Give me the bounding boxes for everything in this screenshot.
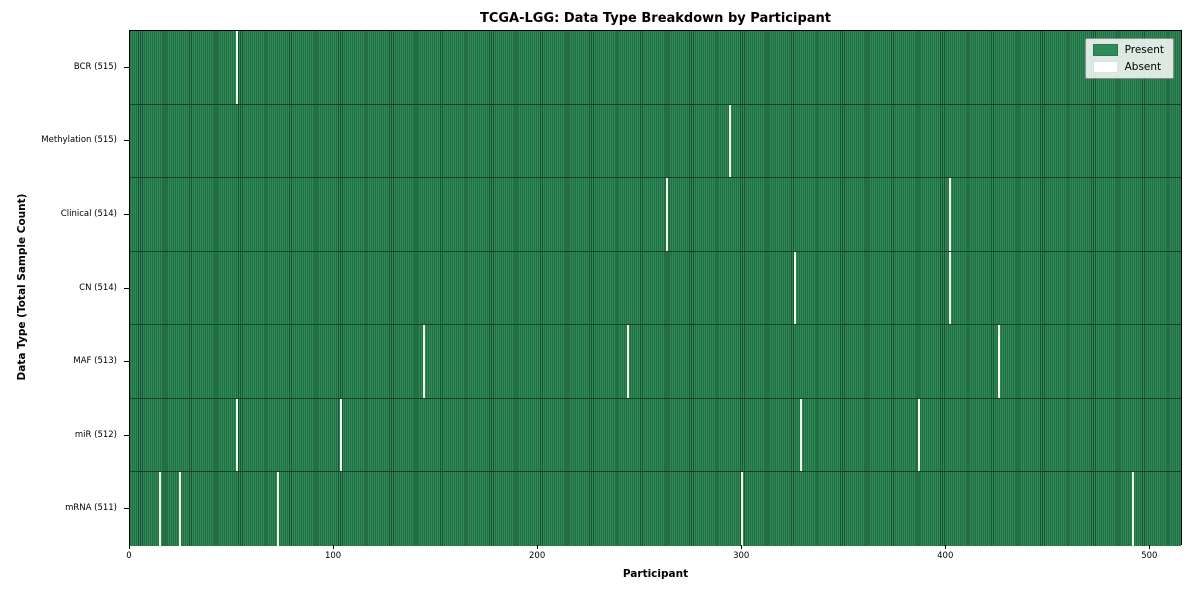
legend: Present Absent — [1084, 38, 1174, 79]
y-tick-mark — [124, 66, 129, 68]
x-tick-label-200: 200 — [529, 551, 546, 561]
absent-marker-miR-387 — [918, 398, 921, 472]
y-tick-label-MAF: MAF (513) — [73, 356, 117, 367]
x-tick-label-500: 500 — [1141, 551, 1158, 561]
x-tick-mark — [333, 545, 335, 549]
absent-marker-Methylation-294 — [728, 104, 731, 178]
y-axis-label: Data Type (Total Sample Count) — [16, 193, 28, 381]
chart-title: TCGA-LGG: Data Type Breakdown by Partici… — [479, 11, 832, 26]
x-tick-mark — [1149, 545, 1151, 549]
absent-marker-MAF-144 — [423, 325, 426, 398]
y-tick-label-Methylation: Methylation (515) — [41, 135, 117, 146]
absent-marker-BCR-52 — [235, 31, 239, 104]
absent-marker-mRNA-492 — [1132, 472, 1135, 546]
y-tick-label-CN: CN (514) — [79, 282, 117, 293]
x-tick-label-0: 0 — [126, 551, 132, 561]
data-row-miR — [130, 398, 1181, 473]
present-swatch-icon — [1092, 44, 1118, 56]
data-row-MAF — [130, 325, 1181, 399]
x-tick-label-100: 100 — [324, 551, 342, 561]
x-tick-mark — [741, 545, 743, 549]
absent-marker-mRNA-300 — [741, 472, 744, 546]
y-tick-mark — [124, 140, 129, 142]
y-tick-mark — [124, 213, 129, 215]
legend-item-absent: Absent — [1092, 61, 1164, 73]
legend-label-present: Present — [1124, 44, 1164, 56]
absent-marker-MAF-244 — [626, 325, 630, 398]
absent-marker-CN-326 — [794, 251, 797, 325]
y-tick-label-miR: miR (512) — [74, 429, 117, 440]
data-row-Methylation — [130, 104, 1181, 179]
absent-marker-mRNA-24 — [178, 472, 182, 546]
legend-item-present: Present — [1092, 44, 1164, 56]
x-tick-label-400: 400 — [937, 551, 954, 561]
y-tick-mark — [124, 508, 129, 510]
absent-marker-miR-103 — [339, 398, 342, 472]
y-tick-label-Clinical: Clinical (514) — [60, 208, 117, 219]
y-tick-label-mRNA: mRNA (511) — [65, 503, 117, 514]
y-tick-mark — [124, 361, 129, 363]
x-axis-label: Participant — [622, 568, 689, 580]
legend-label-absent: Absent — [1124, 61, 1162, 73]
x-tick-mark — [537, 545, 539, 549]
x-tick-mark — [945, 545, 947, 549]
absent-marker-mRNA-14 — [158, 472, 161, 546]
absent-marker-MAF-426 — [997, 325, 1000, 398]
y-tick-mark — [124, 287, 129, 289]
absent-marker-miR-52 — [235, 398, 239, 472]
x-tick-mark — [129, 545, 130, 549]
data-row-Clinical — [130, 178, 1181, 252]
absent-marker-Clinical-402 — [948, 178, 951, 251]
plot-area: Present Absent — [129, 30, 1182, 546]
absent-marker-Clinical-263 — [665, 178, 668, 251]
absent-marker-mRNA-72 — [276, 472, 279, 546]
absent-marker-CN-402 — [948, 251, 951, 325]
y-tick-label-BCR: BCR (515) — [73, 61, 117, 72]
x-tick-label-300: 300 — [733, 551, 750, 561]
absent-marker-miR-329 — [800, 398, 803, 472]
data-row-BCR — [130, 31, 1181, 105]
y-tick-mark — [124, 434, 129, 436]
absent-swatch-icon — [1092, 61, 1118, 73]
data-row-mRNA — [130, 472, 1181, 546]
data-row-CN — [130, 251, 1181, 326]
